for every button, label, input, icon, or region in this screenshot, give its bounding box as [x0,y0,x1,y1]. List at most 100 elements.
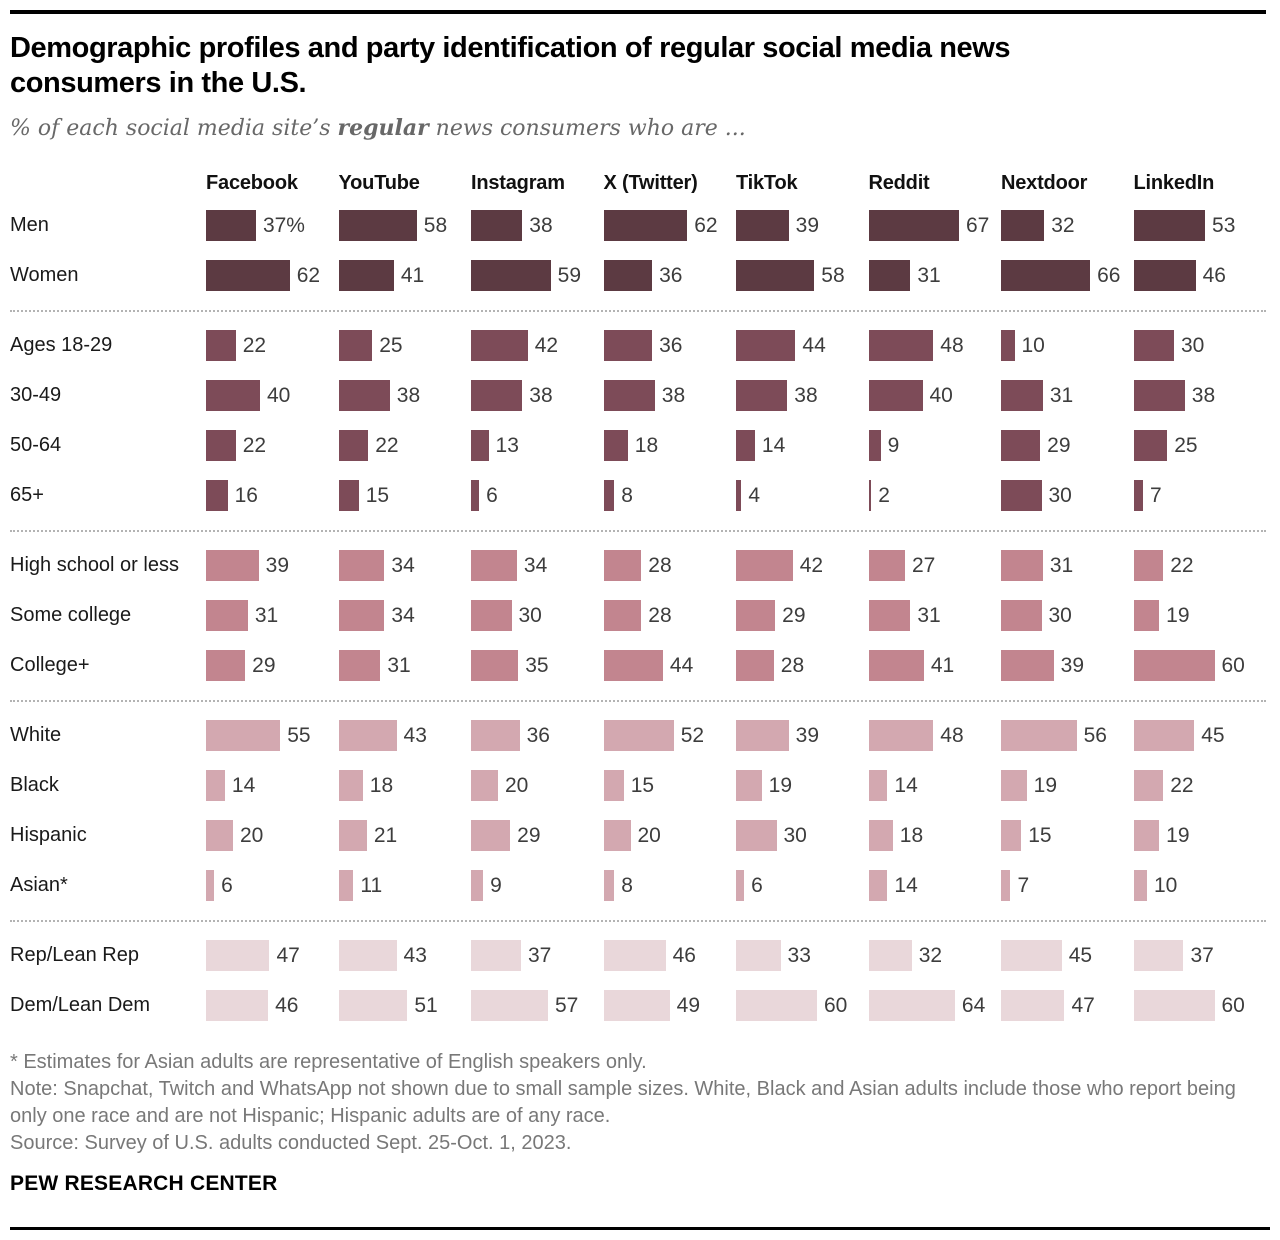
value-label: 37% [262,213,305,237]
bar-cell: 37 [1133,931,1267,981]
bar [603,940,666,972]
bar-cell: 34 [471,541,604,591]
bar-cell: 10 [1001,321,1134,371]
chart-row-women: Women 62 41 59 36 58 31 66 46 [10,251,1266,301]
bar-cell: 67 [868,201,1002,251]
bar [736,720,789,752]
column-header-row: Facebook YouTube Instagram X (Twitter) TikTo… [10,169,1266,195]
bar [1001,870,1011,902]
value-label: 13 [495,433,519,457]
value-label: 36 [659,333,683,357]
row-label: White [10,724,62,747]
bar-cell: 37% [206,201,339,251]
bar-cell: 46 [1133,251,1267,301]
bar [206,770,225,802]
row-label: Hispanic [10,824,87,847]
page-title: Demographic profiles and party identific… [10,31,1266,102]
bar-cell: 28 [603,591,737,641]
value-label: 40 [929,383,953,407]
bar [736,870,745,902]
bar [471,600,512,632]
value-label: 31 [387,653,411,677]
bar [736,600,776,632]
bar-cell: 41 [868,641,1002,691]
bar-cell: 16 [206,471,339,521]
bar [1133,770,1164,802]
value-label: 31 [917,263,941,287]
bar [736,380,788,412]
bar [1133,430,1168,462]
bar [338,820,367,852]
bar-cell: 7 [1001,861,1134,911]
bar-cell: 57 [471,981,604,1031]
bar-cell: 36 [471,711,604,761]
bar-cell: 29 [1001,421,1134,471]
row-label: Men [10,214,49,237]
bar-cell: 19 [736,761,869,811]
bar-cell: 6 [206,861,339,911]
column-header-tiktok: TikTok [736,171,798,194]
bar [1133,260,1196,292]
value-label: 44 [669,653,694,677]
value-label: 35 [525,653,549,677]
row-label: Women [10,264,79,287]
bar [1133,600,1160,632]
bar-cell: 14 [206,761,339,811]
bar [603,550,642,582]
value-label: 10 [1154,873,1178,897]
bar [868,720,934,752]
brand-logo-text: PEW RESEARCH CENTER [10,1171,278,1195]
bar-cell: 14 [868,761,1002,811]
bar-cell: 43 [338,711,472,761]
bar [1133,210,1206,242]
value-label: 40 [267,383,291,407]
bar-cell: 15 [338,471,472,521]
bar [206,430,236,462]
bar [868,820,893,852]
value-label: 42 [534,333,559,357]
footnotes: * Estimates for Asian adults are represe… [10,1049,1266,1157]
bar [206,990,269,1022]
bar-cell: 30 [1133,321,1267,371]
bar [868,330,934,362]
bar-cell: 34 [338,541,472,591]
row-label: Some college [10,604,132,627]
bar-cell: 7 [1133,471,1267,521]
bar [1001,380,1043,412]
bar-cell: 47 [1001,981,1134,1031]
chart-row-ages-18-29: Ages 18-29 22 25 42 36 44 48 10 30 [10,321,1266,371]
bar [471,650,519,682]
value-label: 28 [648,553,672,577]
chart-row-white: White 55 43 36 52 39 48 56 45 [10,711,1266,761]
bar [206,650,246,682]
bar [206,720,281,752]
bar-cell: 30 [1001,591,1134,641]
bar-cell: 34 [338,591,472,641]
bar-cell: 38 [338,371,472,421]
bar-cell: 28 [736,641,869,691]
value-label: 38 [396,383,421,407]
value-label: 39 [265,553,289,577]
value-label: 30 [783,823,807,847]
value-label: 6 [221,873,233,897]
bar [736,820,777,852]
chart-subtitle: % of each social media site’s regular ne… [10,115,1266,141]
value-label: 67 [965,213,990,237]
value-label: 18 [369,773,394,797]
bar [338,380,390,412]
bar-cell: 36 [603,251,737,301]
section-divider [10,309,1266,312]
bar [1133,550,1164,582]
bar-cell: 44 [603,641,737,691]
bar [206,210,256,242]
bar [471,720,520,752]
bar [338,650,381,682]
bar [736,480,742,512]
bar-cell: 22 [206,421,339,471]
bar [603,260,653,292]
bar-cell: 27 [868,541,1002,591]
chart: Facebook YouTube Instagram X (Twitter) TikTo… [10,169,1266,1031]
bar-cell: 11 [338,861,472,911]
bar [1133,940,1184,972]
bar [206,600,248,632]
